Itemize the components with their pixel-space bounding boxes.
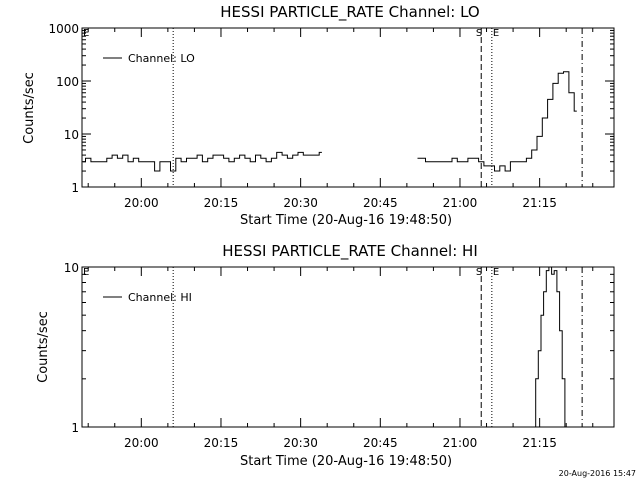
chart-title: HESSI PARTICLE_RATE Channel: HI	[222, 242, 478, 261]
y-axis-label: Counts/sec	[36, 311, 51, 383]
marker-label: E	[493, 267, 499, 278]
x-tick-label: 20:30	[283, 196, 318, 210]
plot-frame	[81, 27, 615, 188]
x-tick-label: 21:00	[443, 196, 478, 210]
y-tick-label: 10	[64, 128, 79, 142]
x-tick-label: 20:15	[204, 436, 239, 450]
series-lines	[82, 71, 577, 172]
marker-label: S	[476, 267, 482, 278]
y-axis-ticks: 1 10 100 1000	[48, 22, 614, 195]
y-tick-label: 1	[71, 421, 79, 435]
x-axis-ticks: 20:00 20:15 20:30 20:45 21:00 21:15	[87, 267, 594, 450]
x-axis-label: Start Time (20-Aug-16 19:48:50)	[240, 454, 452, 469]
x-axis-ticks: 20:00 20:15 20:30 20:45 21:00 21:15	[87, 28, 594, 210]
y-tick-label: 100	[56, 75, 79, 89]
chart-title: HESSI PARTICLE_RATE Channel: LO	[220, 3, 479, 22]
y-axis-label: Counts/sec	[22, 72, 37, 144]
x-tick-label: 20:45	[363, 436, 398, 450]
y-axis-ticks: 1 10	[64, 261, 614, 435]
legend: Channel: LO	[103, 52, 195, 65]
y-tick-label: 10	[64, 261, 79, 275]
x-tick-label: 20:00	[124, 436, 159, 450]
marker-label: S	[476, 28, 482, 39]
y-tick-label: 1	[71, 181, 79, 195]
x-tick-label: 21:00	[443, 436, 478, 450]
marker-label: E	[493, 28, 499, 39]
x-tick-label: 20:30	[283, 436, 318, 450]
legend: Channel: HI	[103, 291, 192, 304]
x-tick-label: 20:00	[124, 196, 159, 210]
series-line-segment	[534, 266, 567, 428]
series-line-segment	[82, 151, 322, 172]
time-markers	[172, 267, 583, 427]
x-tick-label: 21:15	[522, 196, 557, 210]
series-line-segment	[417, 71, 577, 172]
x-tick-label: 20:15	[204, 196, 239, 210]
marker-label: E	[83, 267, 89, 278]
legend-label: Channel: LO	[128, 52, 195, 65]
time-markers	[172, 28, 583, 187]
legend-label: Channel: HI	[128, 291, 192, 304]
marker-label: E	[83, 28, 89, 39]
plot-frame	[81, 266, 615, 428]
series-lines	[534, 266, 567, 428]
footer-timestamp: 20-Aug-2016 15:47	[559, 469, 636, 478]
x-tick-label: 20:45	[363, 196, 398, 210]
x-axis-label: Start Time (20-Aug-16 19:48:50)	[240, 213, 452, 228]
x-tick-label: 21:15	[522, 436, 557, 450]
y-tick-label: 1000	[48, 22, 79, 36]
